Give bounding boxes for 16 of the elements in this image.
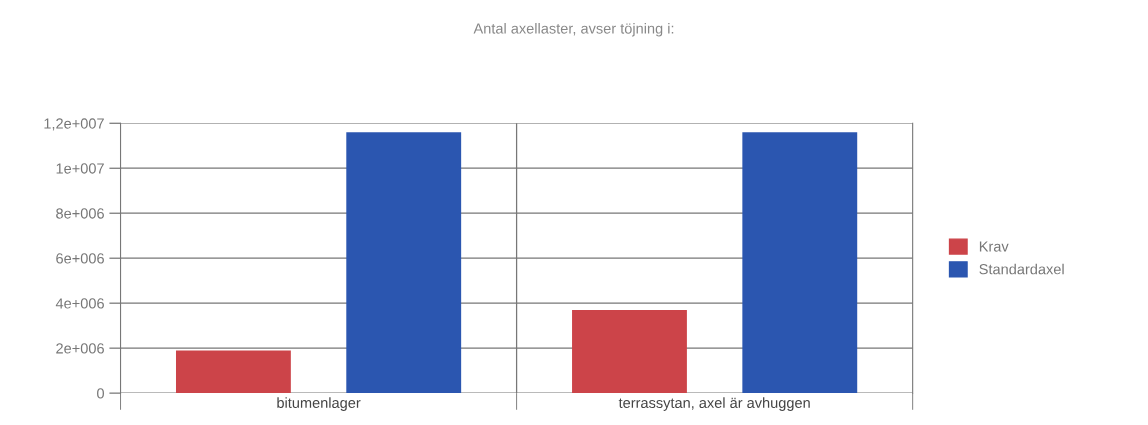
bar [175, 350, 291, 394]
x-tick-label: bitumenlager [277, 397, 361, 411]
y-tick-label: 8e+006 [56, 208, 104, 219]
y-tick-label: 1e+007 [56, 163, 104, 174]
y-tick-label: 6e+006 [56, 253, 104, 264]
legend-label: Krav [979, 241, 1009, 252]
y-tick-label: 2e+006 [56, 343, 104, 354]
y-tick-label: 1,2e+007 [44, 118, 104, 131]
legend-label: Standardaxel [979, 263, 1064, 275]
chart-title: Antal axellaster, avser töjning i: [473, 22, 674, 37]
bar [742, 132, 858, 394]
x-tick-label: terrassytan, axel är avhuggen [618, 397, 810, 411]
bar [346, 132, 462, 394]
y-tick-label: 4e+006 [55, 298, 104, 309]
y-tick-label: 0 [97, 388, 104, 399]
bar [572, 309, 687, 394]
